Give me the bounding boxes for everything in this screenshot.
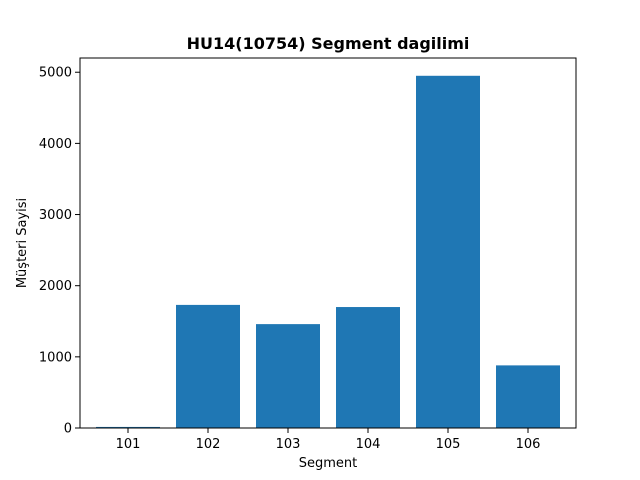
y-axis-ticks: 0 1000 2000 3000 4000 5000 (39, 66, 80, 437)
x-tick-label-103: 103 (276, 437, 301, 452)
x-tick-label-105: 105 (436, 437, 461, 452)
x-tick-label-104: 104 (356, 437, 381, 452)
x-tick-label-102: 102 (196, 437, 221, 452)
plot-frame (79, 57, 577, 429)
y-tick-label-0: 0 (64, 422, 72, 437)
x-axis-ticks: 101 102 103 104 105 106 (116, 428, 541, 452)
bar-103 (256, 324, 320, 428)
y-tick-label-1000: 1000 (39, 350, 72, 365)
bar-104 (336, 307, 400, 428)
bar-101 (96, 426, 160, 428)
bar-102 (176, 304, 240, 428)
x-tick-label-101: 101 (116, 437, 141, 452)
y-tick-label-4000: 4000 (39, 137, 72, 152)
y-tick-label-5000: 5000 (39, 66, 72, 81)
bar-105 (416, 75, 480, 428)
bar-106 (496, 365, 560, 428)
bars-group (96, 75, 560, 428)
chart-title: HU14(10754) Segment dagilimi (187, 34, 470, 53)
y-tick-label-2000: 2000 (39, 279, 72, 294)
y-tick-label-3000: 3000 (39, 208, 72, 223)
x-axis-label: Segment (299, 456, 358, 471)
y-axis-label: Müşteri Sayisi (15, 198, 30, 288)
x-tick-label-106: 106 (516, 437, 541, 452)
